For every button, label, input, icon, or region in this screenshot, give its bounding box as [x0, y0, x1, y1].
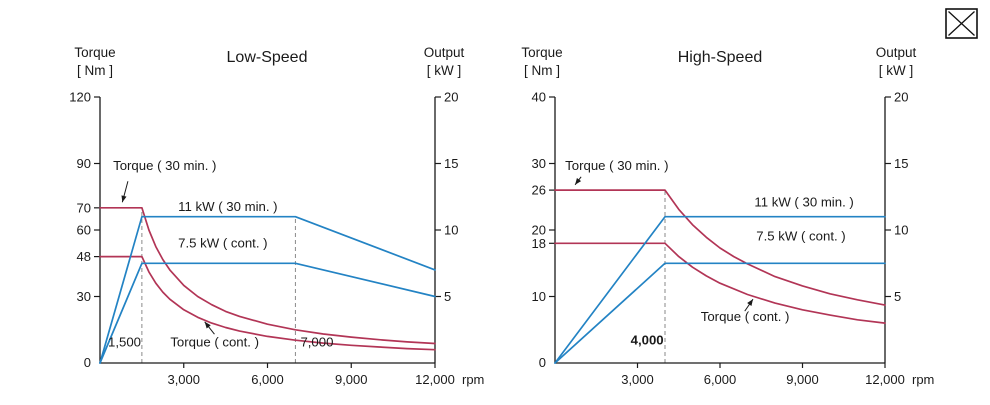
left-tick-label: 60 [77, 223, 91, 238]
right-tick-label: 10 [444, 223, 458, 238]
left-tick-label: 120 [69, 90, 91, 105]
series-line [99, 255, 436, 351]
series-line [554, 242, 886, 324]
right-tick-label: 15 [444, 156, 458, 171]
left-tick-label: 90 [77, 156, 91, 171]
series-line [99, 262, 436, 364]
annotation-arrowhead [575, 178, 582, 185]
right-tick-label: 20 [444, 90, 458, 105]
chart-title-low-speed: Low-Speed [227, 49, 308, 66]
left-tick-label: 18 [532, 236, 546, 251]
left-tick-label: 30 [77, 289, 91, 304]
left-tick-label: 20 [532, 223, 546, 238]
annotation-label: 11 kW ( 30 min. ) [754, 195, 853, 210]
series-line [99, 215, 436, 364]
annotation-label: 7.5 kW ( cont. ) [178, 236, 267, 251]
x-tick-label: 12,000 [415, 372, 455, 387]
right-tick-label: 5 [444, 289, 451, 304]
left-axis-unit: [ Nm ] [524, 63, 560, 78]
x-tick-label: 12,000 [865, 372, 905, 387]
right-axis-unit: [ kW ] [427, 63, 462, 78]
x-axis-unit-label: rpm [912, 372, 934, 387]
close-icon[interactable] [945, 8, 978, 39]
x-tick-label: 9,000 [335, 372, 368, 387]
annotation-label: 7.5 kW ( cont. ) [756, 229, 845, 244]
annotation-label: 7,000 [300, 334, 333, 349]
right-tick-label: 10 [894, 223, 908, 238]
annotation-arrowhead [747, 299, 753, 306]
x-tick-label: 3,000 [167, 372, 200, 387]
right-tick-label: 15 [894, 156, 908, 171]
annotation-label: 4,000 [631, 332, 664, 347]
left-tick-label: 40 [532, 90, 546, 105]
annotation-label: Torque ( 30 min. ) [113, 158, 216, 173]
x-tick-label: 6,000 [704, 372, 737, 387]
x-tick-label: 6,000 [251, 372, 284, 387]
left-axis-title: Torque [74, 45, 115, 60]
annotation-arrowhead [121, 195, 127, 203]
left-tick-label: 30 [532, 156, 546, 171]
origin-label: 0 [539, 355, 546, 370]
x-axis-unit-label: rpm [462, 372, 484, 387]
left-tick-label: 26 [532, 183, 546, 198]
left-axis-title: Torque [521, 45, 562, 60]
x-tick-label: 9,000 [786, 372, 819, 387]
right-axis-title: Output [424, 45, 465, 60]
left-tick-label: 48 [77, 249, 91, 264]
series-line [554, 215, 886, 364]
chart-title-high-speed: High-Speed [678, 49, 763, 66]
series-line [99, 206, 436, 345]
right-tick-label: 5 [894, 289, 901, 304]
left-tick-label: 10 [532, 289, 546, 304]
left-tick-label: 70 [77, 200, 91, 215]
right-axis-unit: [ kW ] [879, 63, 914, 78]
right-tick-label: 20 [894, 90, 908, 105]
origin-label: 0 [84, 355, 91, 370]
right-axis-title: Output [876, 45, 917, 60]
annotation-label: 11 kW ( 30 min. ) [178, 199, 277, 214]
annotation-label: Torque ( 30 min. ) [565, 158, 668, 173]
series-line [554, 189, 886, 306]
low-speed-plot: 30 48 60 70 90 120 0 5 10 15 20 3,000 6,000 9,000 12,0… [69, 90, 484, 388]
annotation-arrowhead [204, 321, 211, 329]
annotation-label: Torque ( cont. ) [701, 309, 790, 324]
series-line [554, 262, 886, 364]
left-axis-unit: [ Nm ] [77, 63, 113, 78]
annotation-label: 1,500 [108, 334, 141, 349]
annotation-label: Torque ( cont. ) [170, 334, 259, 349]
x-tick-label: 3,000 [621, 372, 654, 387]
